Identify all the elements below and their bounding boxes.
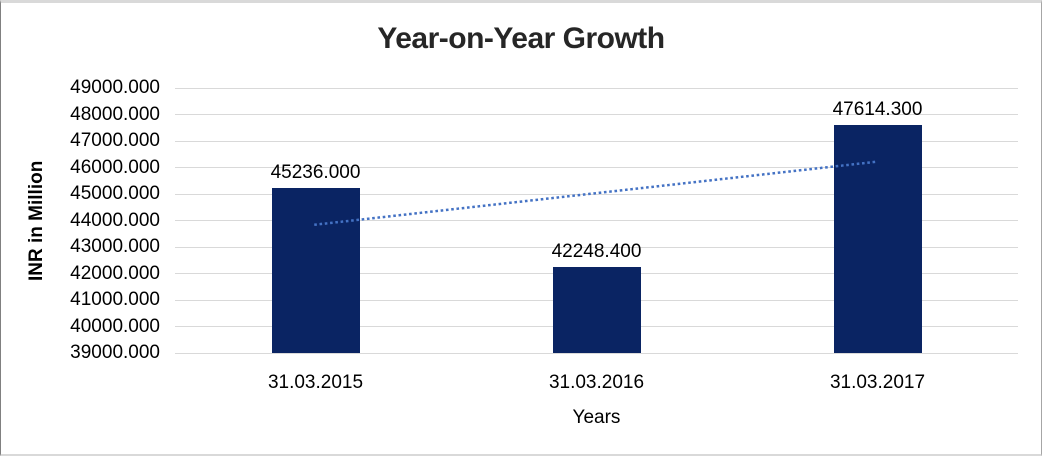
- gridline: [175, 246, 1018, 248]
- bar: [552, 266, 641, 353]
- y-tick-label: 42000.000: [70, 262, 160, 284]
- gridline: [175, 87, 1018, 89]
- trendline-layer: [314, 160, 879, 227]
- bar-value-label: 45236.000: [270, 161, 361, 183]
- x-tick-label: 31.03.2016: [548, 372, 645, 393]
- y-tick-label: 40000.000: [70, 315, 160, 337]
- gridline: [175, 114, 1018, 115]
- y-tick-label: 46000.000: [70, 156, 160, 178]
- y-tick-label: 47000.000: [70, 130, 160, 151]
- gridline: [175, 193, 1018, 195]
- x-axis-title: Years: [572, 407, 621, 428]
- gridline: [175, 167, 1018, 168]
- plot-area: 45236.000 42248.400 47614.300: [175, 87, 1018, 354]
- y-tick-label: 43000.000: [70, 236, 160, 257]
- y-tick-label: 45000.000: [70, 183, 160, 204]
- x-tick-label: 31.03.2017: [829, 372, 926, 393]
- y-tick-label: 44000.000: [70, 209, 160, 231]
- gridline: [175, 220, 1018, 221]
- gridline: [175, 352, 1018, 354]
- y-tick-label: 49000.000: [70, 77, 160, 98]
- y-tick-label: 39000.000: [70, 342, 160, 363]
- y-tick-label: 41000.000: [70, 289, 160, 310]
- y-tick-label: 48000.000: [70, 103, 160, 125]
- bar-value-label: 47614.300: [832, 98, 923, 120]
- bar-value-label: 42248.400: [551, 240, 642, 262]
- trendline: [314, 160, 879, 227]
- gridline: [175, 140, 1018, 142]
- bar: [833, 124, 922, 353]
- bar: [271, 187, 360, 353]
- chart-title: Year-on-Year Growth: [377, 22, 665, 55]
- x-tick-label: 31.03.2015: [267, 372, 364, 393]
